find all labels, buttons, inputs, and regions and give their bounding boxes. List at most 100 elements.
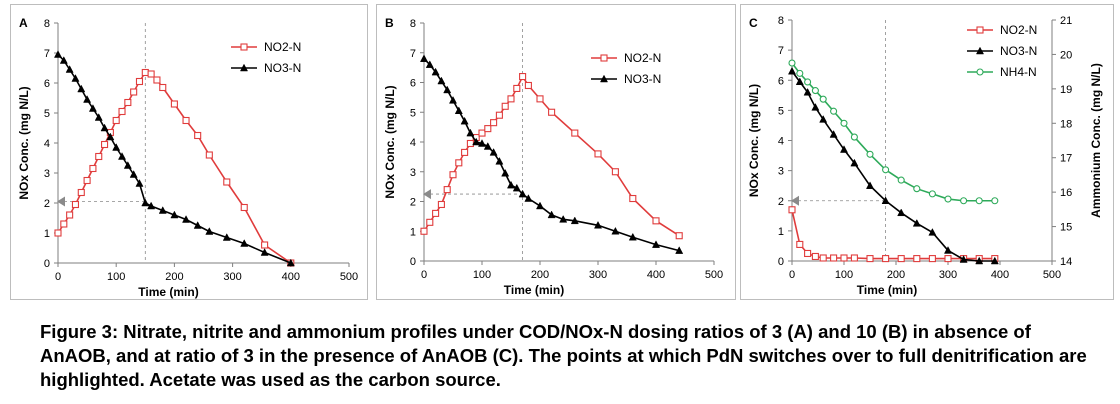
y-tick-label: 0 — [410, 256, 416, 268]
data-point — [466, 139, 474, 148]
data-point — [135, 77, 144, 86]
data-point — [431, 67, 440, 76]
data-point — [913, 255, 921, 263]
data-point — [77, 188, 85, 197]
data-point — [928, 228, 937, 236]
y-tick-label: 3 — [44, 168, 50, 180]
data-point — [975, 197, 983, 205]
data-point — [990, 256, 999, 265]
series-no2-n — [788, 206, 999, 263]
y-tick-label: 4 — [410, 137, 416, 149]
x-tick-label: 300 — [589, 269, 607, 281]
data-point — [460, 116, 469, 125]
data-point — [484, 125, 492, 133]
data-point — [850, 133, 858, 141]
data-point — [77, 84, 86, 93]
data-point — [840, 254, 848, 262]
legend-marker — [976, 26, 984, 34]
data-point — [865, 181, 875, 189]
data-point — [960, 197, 968, 205]
data-point — [454, 106, 463, 115]
caption-text: Nitrate, nitrite and ammonium profiles u… — [40, 321, 1087, 390]
data-point — [943, 246, 953, 254]
data-point — [489, 148, 498, 156]
data-point — [425, 60, 434, 68]
x-tick-label: 400 — [647, 269, 665, 281]
data-point — [477, 139, 487, 147]
data-point — [124, 98, 132, 107]
data-point — [170, 100, 178, 108]
caption-lead: Figure 3: — [40, 321, 119, 342]
data-point — [141, 198, 150, 207]
data-point — [811, 103, 820, 111]
data-point — [426, 218, 434, 226]
data-point — [455, 159, 463, 167]
data-point — [420, 227, 428, 235]
y-tick-label: 1 — [778, 226, 784, 238]
data-point — [106, 132, 115, 141]
data-point — [159, 83, 167, 92]
y-right-tick-label: 15 — [1060, 222, 1072, 234]
x-tick-label: 0 — [421, 269, 427, 281]
y-tick-label: 1 — [410, 226, 416, 238]
x-tick-label: 500 — [705, 269, 723, 281]
data-point — [881, 196, 890, 204]
series-line — [57, 53, 292, 264]
data-point — [89, 164, 97, 173]
legend-marker — [975, 46, 985, 55]
data-point — [795, 77, 804, 86]
x-tick-label: 0 — [55, 271, 61, 283]
legend-label: NO2-N — [264, 40, 301, 54]
data-point — [524, 194, 533, 202]
data-point — [182, 215, 191, 223]
y-tick-label: 3 — [410, 167, 416, 179]
figure-caption: Figure 3: Nitrate, nitrite and ammonium … — [40, 320, 1100, 392]
data-point — [629, 194, 637, 203]
data-point — [129, 170, 138, 178]
y-tick-label: 6 — [410, 78, 416, 90]
x-tick-label: 500 — [1043, 269, 1061, 281]
data-point — [991, 197, 999, 205]
y-right-tick-label: 21 — [1060, 15, 1072, 27]
data-point — [443, 85, 452, 94]
data-point — [675, 246, 684, 254]
data-point — [811, 252, 819, 261]
data-point — [866, 150, 874, 158]
y-right-tick-label: 20 — [1060, 49, 1072, 61]
data-point — [194, 131, 202, 140]
chart-a-svg: A 0 1 2 3 4 5 6 7 8 0 100 200 300 400 500 Time (min) NOx … — [17, 16, 358, 299]
data-point — [449, 171, 457, 179]
data-point — [112, 116, 120, 125]
data-point — [60, 220, 68, 228]
y-axis-title: NOx Conc. (mg N/L) — [383, 85, 397, 198]
series-no3-n — [419, 54, 684, 254]
x-axis-title: Time (min) — [857, 283, 917, 297]
data-point — [222, 233, 231, 241]
y-tick-label: 1 — [44, 228, 50, 240]
x-axis-title: Time (min) — [504, 283, 564, 297]
legend-label: NO2-N — [624, 51, 661, 65]
legend-label: NO3-N — [1000, 44, 1037, 58]
data-point — [94, 113, 103, 121]
data-point — [829, 130, 838, 138]
data-point — [88, 104, 97, 112]
x-tick-label: 400 — [991, 269, 1009, 281]
data-point — [495, 157, 504, 165]
legend-marker — [239, 63, 249, 72]
data-point — [170, 210, 179, 219]
y-right-tick-label: 14 — [1060, 256, 1072, 268]
data-point — [788, 206, 796, 214]
series-no2-n — [54, 68, 295, 267]
y-tick-label: 4 — [778, 136, 784, 148]
x-tick-label: 400 — [282, 271, 300, 283]
series-line — [423, 58, 680, 252]
data-point — [811, 87, 819, 95]
y-tick-label: 4 — [44, 138, 50, 150]
data-point — [158, 206, 167, 214]
data-point — [223, 178, 231, 186]
series-no3-n — [787, 66, 999, 265]
y-tick-label: 8 — [778, 15, 784, 27]
data-point — [524, 81, 532, 90]
data-point — [593, 220, 603, 229]
